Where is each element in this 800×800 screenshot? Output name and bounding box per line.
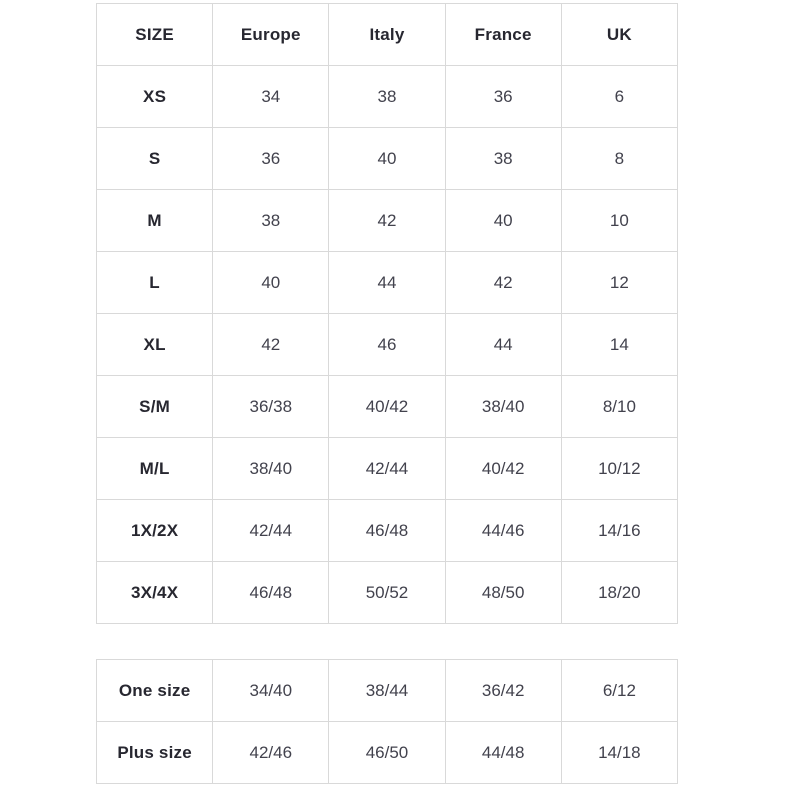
cell-l-italy: 44 [328, 251, 446, 314]
cell-xs-europe: 34 [212, 65, 330, 128]
column-header-uk: UK [560, 3, 679, 66]
cell-m-uk: 10 [560, 189, 679, 252]
cell-s-m-uk: 8/10 [560, 375, 679, 438]
table-row-1x-2x: 1X/2X 42/44 46/48 44/46 14/16 [95, 499, 679, 562]
cell-m-europe: 38 [212, 189, 330, 252]
row-label-s-m: S/M [95, 375, 214, 438]
cell-plus-size-italy: 46/50 [328, 721, 446, 784]
column-header-size: SIZE [95, 3, 214, 66]
column-header-france: France [444, 3, 562, 66]
one-size-plus-size-table: One size 34/40 38/44 36/42 6/12 Plus size 42/4… [95, 659, 679, 784]
row-label-m: M [95, 189, 214, 252]
cell-xs-france: 36 [444, 65, 562, 128]
cell-m-l-uk: 10/12 [560, 437, 679, 500]
cell-xl-france: 44 [444, 313, 562, 376]
cell-xl-italy: 46 [328, 313, 446, 376]
cell-m-france: 40 [444, 189, 562, 252]
row-label-s: S [95, 127, 214, 190]
cell-plus-size-uk: 14/18 [560, 721, 679, 784]
cell-m-l-europe: 38/40 [212, 437, 330, 500]
row-label-plus-size: Plus size [95, 721, 214, 784]
cell-1x-2x-europe: 42/44 [212, 499, 330, 562]
size-conversion-table-header: SIZE Europe Italy France UK [95, 3, 679, 66]
cell-l-uk: 12 [560, 251, 679, 314]
header-row: SIZE Europe Italy France UK [95, 3, 679, 66]
cell-3x-4x-italy: 50/52 [328, 561, 446, 624]
row-label-xs: XS [95, 65, 214, 128]
size-conversion-table-body: XS 34 38 36 6 S 36 40 38 8 M 38 42 40 10 L 40 44 42 12 XL 42 4… [95, 65, 679, 624]
table-row-m: M 38 42 40 10 [95, 189, 679, 252]
row-label-xl: XL [95, 313, 214, 376]
row-label-l: L [95, 251, 214, 314]
table-row-xl: XL 42 46 44 14 [95, 313, 679, 376]
cell-m-l-italy: 42/44 [328, 437, 446, 500]
cell-s-uk: 8 [560, 127, 679, 190]
cell-plus-size-europe: 42/46 [212, 721, 330, 784]
cell-one-size-italy: 38/44 [328, 659, 446, 722]
cell-1x-2x-uk: 14/16 [560, 499, 679, 562]
cell-s-italy: 40 [328, 127, 446, 190]
row-label-1x-2x: 1X/2X [95, 499, 214, 562]
cell-xs-italy: 38 [328, 65, 446, 128]
table-row-3x-4x: 3X/4X 46/48 50/52 48/50 18/20 [95, 561, 679, 624]
cell-s-europe: 36 [212, 127, 330, 190]
cell-3x-4x-france: 48/50 [444, 561, 562, 624]
cell-xs-uk: 6 [560, 65, 679, 128]
cell-xl-uk: 14 [560, 313, 679, 376]
cell-l-europe: 40 [212, 251, 330, 314]
table-row-xs: XS 34 38 36 6 [95, 65, 679, 128]
cell-s-m-italy: 40/42 [328, 375, 446, 438]
cell-one-size-france: 36/42 [444, 659, 562, 722]
table-row-one-size: One size 34/40 38/44 36/42 6/12 [95, 659, 679, 722]
cell-l-france: 42 [444, 251, 562, 314]
cell-s-france: 38 [444, 127, 562, 190]
row-label-3x-4x: 3X/4X [95, 561, 214, 624]
cell-1x-2x-france: 44/46 [444, 499, 562, 562]
cell-1x-2x-italy: 46/48 [328, 499, 446, 562]
cell-m-l-france: 40/42 [444, 437, 562, 500]
table-row-s: S 36 40 38 8 [95, 127, 679, 190]
cell-s-m-france: 38/40 [444, 375, 562, 438]
cell-xl-europe: 42 [212, 313, 330, 376]
cell-one-size-uk: 6/12 [560, 659, 679, 722]
table-row-s-m: S/M 36/38 40/42 38/40 8/10 [95, 375, 679, 438]
table-row-plus-size: Plus size 42/46 46/50 44/48 14/18 [95, 721, 679, 784]
one-size-plus-size-table-body: One size 34/40 38/44 36/42 6/12 Plus size 42/4… [95, 659, 679, 784]
cell-3x-4x-uk: 18/20 [560, 561, 679, 624]
cell-3x-4x-europe: 46/48 [212, 561, 330, 624]
column-header-europe: Europe [212, 3, 330, 66]
row-label-one-size: One size [95, 659, 214, 722]
column-header-italy: Italy [328, 3, 446, 66]
cell-m-italy: 42 [328, 189, 446, 252]
cell-s-m-europe: 36/38 [212, 375, 330, 438]
table-row-l: L 40 44 42 12 [95, 251, 679, 314]
size-conversion-table: SIZE Europe Italy France UK XS 34 38 36 6 S 36 40 38… [95, 3, 679, 624]
row-label-m-l: M/L [95, 437, 214, 500]
cell-one-size-europe: 34/40 [212, 659, 330, 722]
cell-plus-size-france: 44/48 [444, 721, 562, 784]
table-row-m-l: M/L 38/40 42/44 40/42 10/12 [95, 437, 679, 500]
